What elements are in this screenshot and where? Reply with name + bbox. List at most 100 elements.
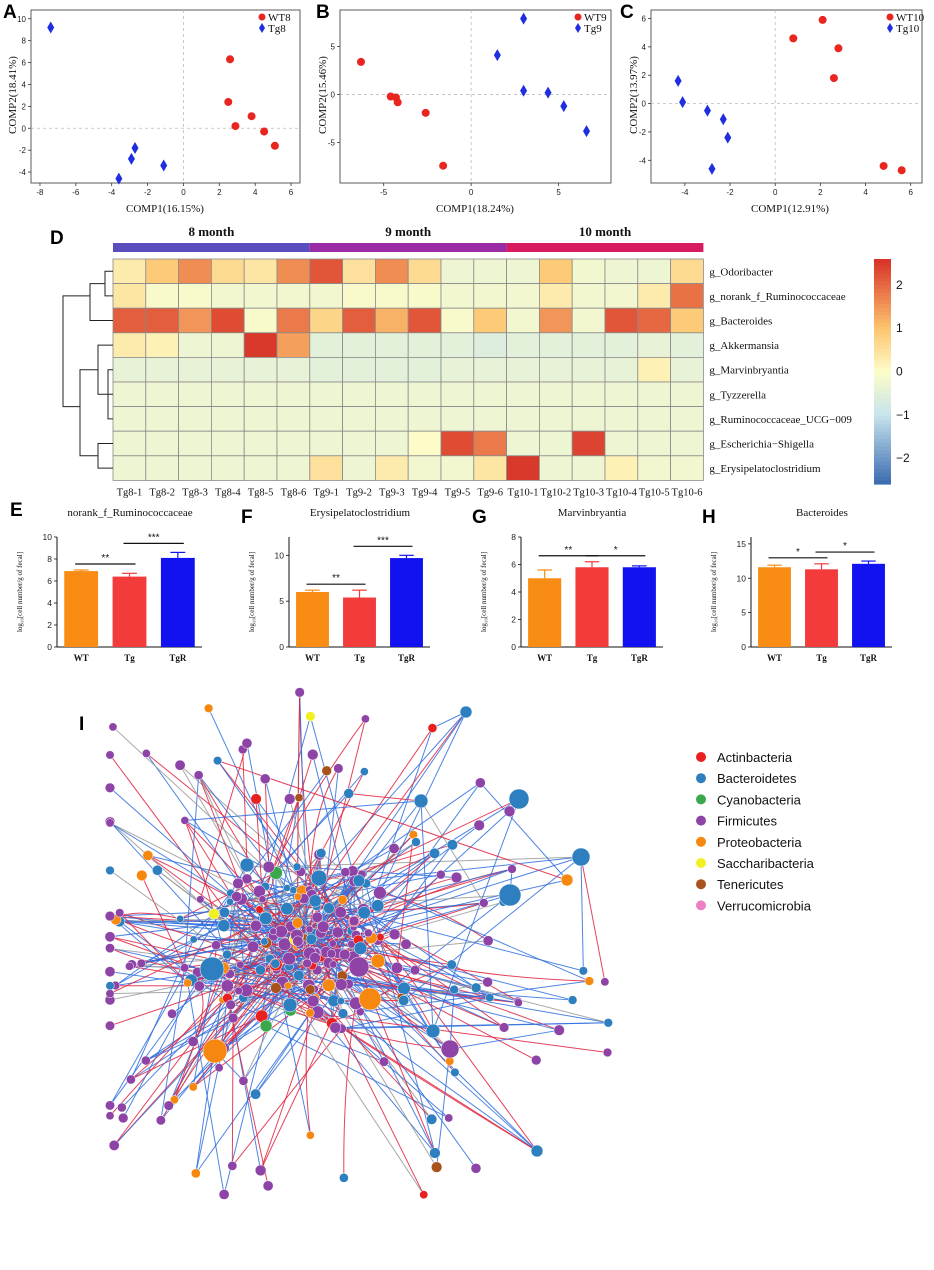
dendrogram-branch: [104, 270, 113, 297]
network-edge: [335, 1022, 609, 1029]
category-label: Tg: [816, 653, 827, 663]
network-node-bacteroidetes: [343, 788, 354, 799]
network-node-firmicutes: [262, 860, 275, 874]
colorbar-segment: [874, 390, 891, 395]
heatmap-cell: [670, 381, 704, 408]
network-node-bacteroidetes: [189, 935, 198, 944]
significance-label: *: [614, 545, 618, 556]
data-point-tg8: [131, 141, 139, 154]
y-tick-label: 0: [279, 642, 284, 652]
bar-panel-g: Marvinbryantia log₁₀[cell number/g of fec…: [480, 507, 663, 663]
heatmap-cell: [112, 258, 147, 285]
network-edge: [354, 856, 582, 882]
colorbar-tick-label: −2: [896, 451, 910, 465]
scatter-b-ylabel: COMP2(15.46%): [317, 56, 329, 134]
legend-label-tenericutes: Tenericutes: [717, 877, 784, 892]
network-node-bacteroidetes: [357, 906, 371, 920]
network-edge: [246, 743, 286, 945]
category-label: TgR: [860, 653, 878, 663]
network-node-proteobacteria: [322, 978, 336, 992]
network-node-firmicutes: [499, 1022, 510, 1033]
network-node-firmicutes: [105, 943, 115, 954]
heatmap-cell: [276, 430, 311, 457]
dendrogram-branch: [89, 283, 113, 321]
network-node-bacteroidetes: [360, 767, 369, 776]
network-node-proteobacteria: [358, 987, 382, 1011]
bar-tgr: [160, 557, 195, 647]
colorbar-segment: [874, 274, 891, 279]
heatmap-cell: [145, 430, 180, 457]
heatmap-cell: [604, 406, 639, 432]
network-edge: [255, 798, 263, 900]
bar-chart-title: Bacteroides: [796, 507, 848, 519]
network-node-firmicutes: [309, 952, 321, 964]
bar-tgr: [852, 563, 885, 647]
network-edge: [432, 798, 520, 1032]
network-node-tenericutes: [294, 793, 304, 803]
data-point-wt9: [439, 161, 448, 170]
data-point-tg9: [493, 49, 501, 62]
network-node-firmicutes: [105, 818, 115, 828]
heatmap-cell: [276, 283, 311, 309]
network-node-firmicutes: [105, 989, 115, 999]
network-legend: Actinbacteria Bacteroidetes Cyanobacteria F…: [696, 750, 815, 913]
network-edge: [297, 883, 367, 924]
bar-chart-title: Marvinbryantia: [558, 507, 627, 519]
network-node-firmicutes: [108, 1139, 120, 1151]
y-tick-label: 10: [17, 15, 26, 24]
network-edge: [231, 1028, 342, 1167]
network-panel-i: [104, 687, 613, 1200]
heatmap-cell: [210, 258, 245, 285]
month-label: 8 month: [188, 224, 235, 239]
heatmap-cell: [145, 455, 180, 481]
bar-chart-title: norank_f_Ruminococcaceae: [67, 507, 192, 519]
plot-frame: [339, 9, 612, 184]
network-node-firmicutes: [246, 940, 260, 953]
heatmap-cell: [440, 406, 475, 432]
heatmap-cell: [407, 307, 442, 334]
network-node-firmicutes: [292, 935, 304, 947]
legend-label-actinbacteria: Actinbacteria: [717, 750, 793, 765]
heatmap-cell: [407, 381, 442, 408]
heatmap-col-label: Tg8-6: [281, 487, 307, 498]
network-edge: [115, 887, 288, 986]
heatmap-cell: [178, 356, 212, 383]
network-node-firmicutes: [269, 927, 278, 936]
colorbar-segment: [874, 349, 891, 354]
network-edge: [316, 852, 435, 907]
colorbar-segment: [874, 270, 891, 275]
heatmap-cell: [637, 258, 671, 285]
heatmap-cell: [342, 455, 376, 481]
data-point-wt8: [224, 97, 233, 106]
panel-label-c: C: [620, 2, 634, 23]
bar-panel-h: Bacteroides log₁₀[cell number/g of fecal]…: [710, 507, 892, 663]
heatmap-cell: [243, 258, 278, 285]
heatmap-cell: [604, 430, 639, 457]
network-edge: [258, 891, 311, 1136]
y-tick-label: 6: [22, 59, 27, 68]
x-tick-label: -4: [108, 188, 116, 197]
network-node-firmicutes: [163, 1100, 174, 1111]
network-node-bacteroidetes: [603, 1018, 613, 1028]
heatmap-cell: [309, 258, 343, 285]
heatmap-cell: [374, 430, 409, 457]
network-node-firmicutes: [193, 980, 205, 992]
colorbar-segment: [874, 364, 891, 369]
network-node-firmicutes: [482, 976, 493, 988]
heatmap-cell: [112, 356, 147, 383]
network-node-firmicutes: [118, 1112, 129, 1124]
heatmap-cell: [276, 406, 311, 432]
heatmap-cell: [243, 430, 278, 457]
heatmap-cell: [276, 455, 311, 481]
month-label: 10 month: [579, 224, 632, 239]
heatmap-cell: [374, 406, 409, 432]
dendrogram-branch: [79, 369, 98, 457]
network-node-bacteroidetes: [310, 869, 328, 887]
heatmap-cell: [506, 332, 540, 358]
network-node-firmicutes: [317, 920, 330, 933]
network-node-firmicutes: [187, 1036, 199, 1047]
network-node-firmicutes: [470, 1163, 482, 1174]
network-node-firmicutes: [259, 773, 271, 785]
